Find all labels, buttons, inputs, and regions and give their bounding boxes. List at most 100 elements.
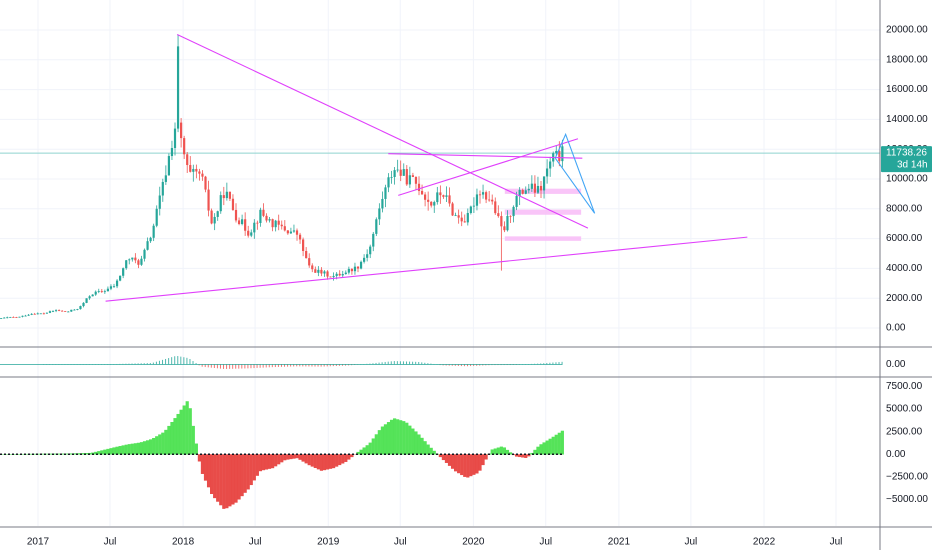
candle-body bbox=[134, 257, 137, 261]
oscillator-2-bar bbox=[292, 454, 296, 459]
support-zone[interactable] bbox=[504, 188, 582, 194]
candle-body bbox=[359, 261, 363, 269]
support-zone[interactable] bbox=[504, 209, 582, 215]
candle-body bbox=[58, 310, 61, 311]
candle-body bbox=[445, 195, 448, 197]
candle-body bbox=[402, 169, 405, 176]
oscillator-2-bar bbox=[197, 454, 202, 462]
candle-body bbox=[485, 192, 488, 200]
oscillator-1-bar bbox=[482, 364, 484, 366]
oscillator-2-bar bbox=[179, 409, 183, 455]
candle-body bbox=[530, 183, 533, 189]
candle-body bbox=[103, 291, 106, 293]
oscillator-2-bar bbox=[554, 434, 558, 455]
candle-body bbox=[302, 239, 305, 251]
candle-body bbox=[146, 241, 149, 250]
oscillator-1-bar bbox=[332, 364, 334, 367]
candle-body bbox=[112, 286, 116, 288]
candle-body bbox=[292, 230, 296, 232]
oscillator-1-bar bbox=[287, 364, 289, 367]
oscillator-2-bar bbox=[152, 437, 156, 455]
candle-body bbox=[143, 249, 146, 259]
candle-body bbox=[213, 216, 216, 224]
oscillator-2-bar bbox=[127, 444, 131, 455]
price-tick-label: 4000.00 bbox=[886, 263, 923, 274]
oscillator-1-bar bbox=[262, 364, 264, 368]
oscillator-2-bar bbox=[109, 448, 113, 455]
price-tick-label: 16000.00 bbox=[886, 84, 928, 95]
oscillator-1-bar bbox=[546, 362, 548, 365]
oscillator-1-bar bbox=[467, 364, 469, 367]
oscillator-2-bar bbox=[112, 447, 116, 455]
oscillator-2-bar bbox=[469, 454, 473, 477]
candle-body bbox=[509, 215, 512, 217]
oscillator-1-bar bbox=[412, 361, 414, 365]
candle-body bbox=[274, 220, 277, 228]
candle-body bbox=[350, 268, 354, 272]
candle-body bbox=[27, 314, 30, 316]
oscillator-2-bar bbox=[167, 425, 171, 455]
candle-body bbox=[414, 176, 418, 184]
candle-body bbox=[67, 311, 70, 313]
oscillator-1-bar bbox=[445, 364, 447, 366]
candle-body bbox=[341, 274, 344, 276]
oscillator-1-bar bbox=[384, 361, 386, 365]
candle-body bbox=[399, 169, 402, 176]
candle-body bbox=[448, 195, 451, 204]
oscillator-2-bar bbox=[249, 454, 253, 486]
price-tick-label: 20000.00 bbox=[886, 25, 928, 36]
oscillator-2-tick-label: −2500.00 bbox=[886, 471, 928, 482]
oscillator-2-bar bbox=[518, 454, 522, 458]
oscillator-1-bar bbox=[299, 364, 301, 367]
support-zone[interactable] bbox=[504, 236, 582, 241]
candle-body bbox=[420, 190, 424, 195]
candle-body bbox=[396, 169, 399, 171]
candle-body bbox=[241, 219, 244, 225]
candle-body bbox=[228, 191, 232, 199]
oscillator-2-bar bbox=[466, 454, 470, 478]
trendline[interactable] bbox=[105, 236, 748, 302]
candle-body bbox=[561, 146, 564, 162]
candle-body bbox=[433, 202, 436, 206]
trendline[interactable] bbox=[388, 153, 583, 159]
time-tick-label: 2022 bbox=[753, 537, 776, 548]
candle-body bbox=[549, 161, 552, 169]
candle-body bbox=[298, 234, 302, 240]
time-axis[interactable]: 2017 Jul 2018 Jul 2019 Jul 2020 Jul 2021 Jul 2022 J… bbox=[27, 537, 843, 548]
candle-body bbox=[253, 222, 256, 233]
oscillator-2-bar bbox=[460, 454, 464, 476]
candle-body bbox=[271, 219, 274, 228]
trendline[interactable] bbox=[398, 138, 579, 196]
candle-body bbox=[393, 170, 396, 178]
oscillator-1-bar bbox=[277, 364, 279, 367]
oscillator-1-bar bbox=[415, 361, 417, 365]
oscillator-2-bar bbox=[374, 434, 378, 455]
oscillator-1-bar bbox=[229, 364, 231, 369]
oscillator-1-bar bbox=[204, 364, 206, 368]
oscillator-2-bar bbox=[84, 453, 89, 455]
oscillator-1-bar bbox=[274, 364, 276, 368]
oscillator-1-bar bbox=[155, 361, 157, 365]
candle-body bbox=[536, 185, 540, 193]
support-zones[interactable] bbox=[504, 188, 582, 241]
price-tick-label: 6000.00 bbox=[886, 233, 923, 244]
candle-body bbox=[286, 230, 289, 234]
price-axis[interactable]: 20000.0018000.0016000.0014000.0012000.00… bbox=[886, 25, 928, 505]
trendline[interactable] bbox=[176, 33, 589, 229]
oscillator-1-bar bbox=[448, 364, 450, 366]
oscillator-1-bar bbox=[375, 362, 377, 365]
candle-body bbox=[283, 226, 286, 231]
projection-path[interactable] bbox=[554, 132, 596, 214]
time-tick-label: 2019 bbox=[317, 537, 340, 548]
candle-body bbox=[167, 156, 171, 176]
trendline-drawings[interactable] bbox=[105, 33, 748, 302]
oscillator-2-bar bbox=[222, 454, 226, 509]
candle-body bbox=[137, 260, 140, 265]
oscillator-1-bar bbox=[479, 364, 481, 366]
oscillator-2-tick-label: 7500.00 bbox=[886, 381, 923, 392]
oscillator-2-bar bbox=[94, 451, 98, 455]
candle-body bbox=[64, 310, 67, 312]
oscillator-1-bar bbox=[223, 364, 225, 369]
